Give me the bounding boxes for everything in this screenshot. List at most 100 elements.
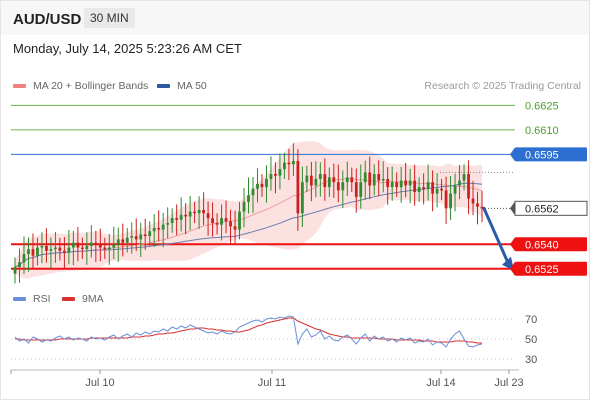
candle	[283, 152, 286, 179]
level-label-1: 0.6610	[525, 125, 559, 137]
candle-body	[345, 177, 349, 183]
candle	[152, 214, 156, 247]
candle-body	[467, 174, 470, 199]
candle-body	[211, 218, 214, 224]
level-badge-tip-2	[510, 147, 515, 162]
candle	[121, 223, 125, 257]
candle-body	[327, 177, 331, 188]
candle-body	[417, 187, 421, 192]
candle	[278, 153, 282, 190]
candle	[166, 207, 170, 239]
candle	[143, 218, 147, 250]
candle	[193, 201, 197, 224]
candle	[179, 197, 183, 232]
candle-body	[462, 174, 466, 181]
candle	[377, 160, 381, 197]
legend-swatch-rsi	[13, 297, 26, 301]
candle-body	[27, 249, 30, 255]
level-badge-3	[515, 237, 587, 252]
candle-body	[265, 178, 268, 188]
candle	[260, 174, 264, 197]
candle-body	[238, 211, 241, 230]
candle	[422, 173, 426, 205]
level-text-2: 0.6595	[525, 149, 559, 161]
candle	[404, 162, 408, 198]
legend-ma50: MA 50	[157, 80, 207, 92]
candle-body	[215, 223, 219, 225]
candle-body	[170, 218, 174, 224]
candle-body	[260, 183, 264, 188]
level-label-0: 0.6625	[525, 100, 559, 112]
candle	[170, 208, 174, 233]
candle-body	[476, 203, 479, 207]
candle	[18, 248, 21, 283]
level-label-3: 0.6540	[510, 237, 587, 252]
forecast-arrow-head	[502, 256, 514, 271]
candle-body	[404, 180, 408, 186]
candle-body	[188, 211, 192, 217]
candle	[318, 162, 322, 197]
candle	[175, 204, 179, 236]
candle-body	[193, 211, 197, 214]
candle	[413, 164, 417, 206]
candle-body	[67, 247, 71, 253]
candle	[197, 196, 201, 229]
candle-body	[63, 250, 66, 253]
legend-swatch-ma50	[157, 84, 170, 88]
candle-body	[18, 262, 21, 268]
level-text-1: 0.6610	[525, 125, 559, 137]
candle-body	[381, 178, 385, 181]
candle-body	[359, 182, 363, 197]
candle	[390, 166, 394, 201]
candle-body	[251, 188, 255, 196]
candle	[300, 166, 304, 227]
candle	[98, 228, 102, 262]
candle-body	[40, 245, 44, 248]
candle-body	[58, 247, 62, 251]
last-price-text: 0.6562	[525, 203, 559, 215]
chart-header: AUD/USD 30 MIN	[1, 1, 589, 35]
candle-body	[152, 227, 156, 232]
candle	[327, 167, 331, 197]
candle-body	[395, 182, 399, 188]
forecast-arrow-shaft	[482, 206, 510, 265]
candle	[161, 212, 165, 248]
candle	[354, 168, 358, 213]
timeframe-badge[interactable]: 30 MIN	[84, 8, 135, 28]
level-label-2: 0.6595	[510, 147, 587, 162]
x-tick-label-1: Jul 11	[258, 377, 287, 389]
candle-body	[314, 178, 318, 186]
candle	[224, 200, 228, 234]
level-label-4: 0.6525	[510, 261, 587, 276]
candle-body	[287, 162, 291, 165]
candle-body	[332, 177, 336, 183]
legend-label-ma20: MA 20 + Bollinger Bands	[33, 80, 149, 92]
candle-body	[94, 242, 98, 245]
candle	[368, 156, 372, 200]
x-tick-label-2: Jul 14	[426, 377, 455, 389]
candle	[27, 237, 30, 272]
last-price-label: 0.6562	[510, 200, 588, 216]
level-text-4: 0.6525	[525, 264, 559, 276]
candle	[440, 178, 443, 201]
candle-body	[341, 182, 345, 191]
candle	[45, 228, 48, 263]
candle-body	[22, 254, 26, 263]
candle-body	[175, 218, 179, 220]
candle-body	[242, 201, 246, 212]
candle	[363, 160, 367, 200]
candle	[215, 213, 219, 235]
chart-datetime: Monday, July 14, 2025 5:23:26 AM CET	[13, 41, 242, 56]
candle-body	[161, 224, 165, 230]
candle	[256, 168, 259, 203]
candle-body	[278, 169, 282, 176]
candle	[431, 170, 434, 212]
candle	[184, 203, 188, 235]
candle-body	[36, 247, 39, 256]
candle	[130, 222, 134, 254]
candle	[49, 237, 53, 269]
last-price-badge-tip	[510, 201, 515, 216]
candle-body	[256, 183, 259, 189]
candle-body	[76, 242, 80, 248]
